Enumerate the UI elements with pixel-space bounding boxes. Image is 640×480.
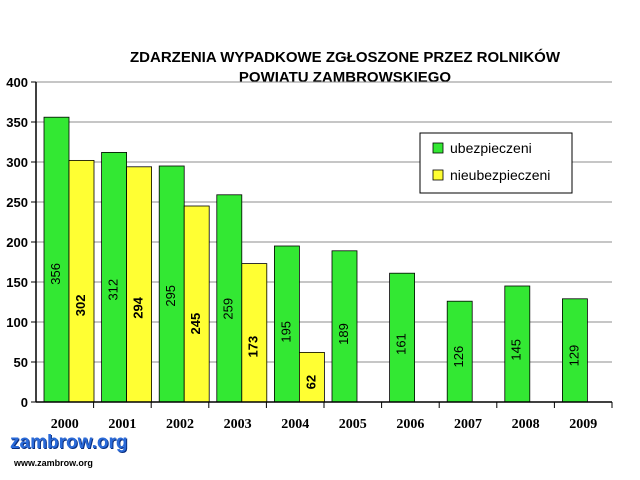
axes bbox=[35, 82, 612, 403]
bar bbox=[562, 298, 588, 403]
data-label: 126 bbox=[451, 346, 466, 368]
data-label: 356 bbox=[48, 263, 63, 285]
bars: 356 302 312 294 295 245 259 173 195 62 189 161 126 14… bbox=[43, 116, 588, 403]
chart-title: ZDARZENIA WYPADKOWE ZGŁOSZONE PRZEZ ROLN… bbox=[130, 48, 561, 66]
y-tick-label: 0 bbox=[21, 395, 28, 410]
bar bbox=[241, 263, 268, 403]
y-tick-label: 50 bbox=[14, 355, 28, 370]
legend: ubezpieczeni nieubezpieczeni bbox=[419, 132, 573, 194]
x-axis-ticks: 2000 2001 2002 2003 2004 2005 2006 2007 2008 2009 bbox=[51, 402, 613, 432]
bar bbox=[331, 250, 358, 403]
y-tick-label: 200 bbox=[6, 235, 28, 250]
x-tick-label: 2009 bbox=[569, 417, 597, 432]
x-tick-label: 2000 bbox=[51, 417, 79, 432]
watermark-logo: zambrow.org bbox=[10, 432, 128, 453]
legend-swatch bbox=[432, 142, 444, 154]
data-label: 129 bbox=[566, 345, 581, 367]
y-axis-ticks: 0 50 100 150 200 250 300 350 400 bbox=[6, 75, 36, 410]
data-label: 189 bbox=[336, 323, 351, 345]
bar bbox=[101, 151, 127, 403]
y-tick-label: 350 bbox=[6, 115, 28, 130]
data-label: 295 bbox=[163, 285, 178, 307]
x-tick-label: 2001 bbox=[108, 417, 136, 432]
bar bbox=[446, 300, 473, 403]
data-label: 173 bbox=[246, 336, 261, 358]
bar bbox=[504, 285, 531, 403]
bar bbox=[158, 165, 185, 403]
x-tick-label: 2007 bbox=[454, 417, 482, 432]
x-tick-label: 2006 bbox=[396, 417, 424, 432]
bar bbox=[68, 159, 95, 403]
x-tick-label: 2008 bbox=[512, 417, 540, 432]
y-tick-label: 300 bbox=[6, 155, 28, 170]
data-label: 245 bbox=[188, 313, 203, 335]
watermark: zambrow.org www.zambrow.org bbox=[10, 432, 134, 472]
data-label: 62 bbox=[303, 375, 318, 389]
y-tick-label: 100 bbox=[6, 315, 28, 330]
bar bbox=[389, 272, 416, 403]
x-tick-label: 2005 bbox=[339, 417, 367, 432]
x-tick-label: 2004 bbox=[281, 417, 309, 432]
bar bbox=[43, 116, 70, 403]
data-label: 294 bbox=[131, 296, 146, 318]
y-tick-label: 250 bbox=[6, 195, 28, 210]
legend-box bbox=[419, 132, 573, 194]
data-label: 259 bbox=[221, 298, 236, 320]
x-tick-label: 2002 bbox=[166, 417, 194, 432]
data-label: 312 bbox=[106, 279, 121, 301]
data-label: 161 bbox=[394, 333, 409, 355]
y-tick-label: 400 bbox=[6, 75, 28, 90]
chart-subtitle: POWIATU ZAMBROWSKIEGO bbox=[239, 69, 452, 86]
bar bbox=[273, 245, 300, 403]
bar bbox=[126, 166, 152, 403]
legend-swatch bbox=[432, 169, 444, 181]
bar bbox=[183, 205, 210, 403]
legend-label: ubezpieczeni bbox=[450, 140, 532, 156]
data-label: 145 bbox=[509, 339, 524, 361]
data-label: 302 bbox=[73, 295, 88, 317]
watermark-url: www.zambrow.org bbox=[14, 458, 93, 468]
y-tick-label: 150 bbox=[6, 275, 28, 290]
data-label: 195 bbox=[278, 321, 293, 343]
legend-label: nieubezpieczeni bbox=[450, 167, 550, 183]
x-tick-label: 2003 bbox=[224, 417, 252, 432]
bar bbox=[298, 351, 325, 403]
bar bbox=[216, 194, 243, 403]
